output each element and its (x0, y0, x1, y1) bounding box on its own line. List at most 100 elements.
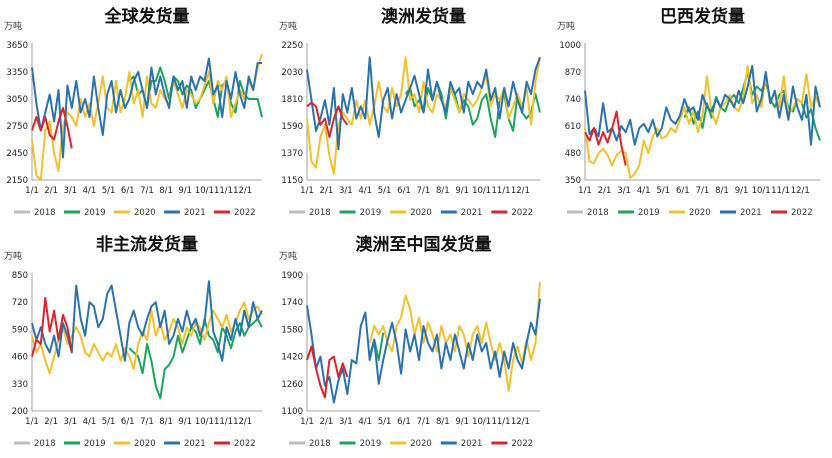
y-tick-label: 1100 (281, 407, 303, 417)
legend-label-2020: 2020 (134, 439, 156, 449)
x-tick-label: 9/1 (178, 417, 192, 427)
legend-label-2018: 2018 (34, 208, 56, 218)
y-tick-label: 740 (565, 95, 581, 105)
legend-label-2021: 2021 (184, 439, 206, 449)
x-tick-label: 2/1 (44, 417, 58, 427)
y-tick-label: 1590 (281, 122, 303, 132)
y-tick-label: 480 (565, 149, 581, 159)
x-tick-label: 9/1 (735, 186, 749, 196)
y-tick-label: 720 (12, 298, 28, 308)
series-line-2020 (31, 53, 263, 181)
x-tick-label: 8/1 (436, 186, 450, 196)
series-line-2020 (584, 64, 821, 179)
x-tick-label: 12/1 (233, 417, 252, 427)
x-tick-label: 6/1 (397, 417, 411, 427)
legend-label-2019: 2019 (360, 208, 382, 218)
legend-label-2022: 2022 (511, 208, 533, 218)
legend-label-2021: 2021 (740, 208, 762, 218)
y-unit-label: 万吨 (557, 20, 575, 32)
legend-label-2020: 2020 (410, 439, 432, 449)
series-line-2021 (306, 298, 541, 404)
x-tick-label: 3/1 (617, 186, 631, 196)
y-tick-label: 590 (12, 325, 28, 335)
legend-label-2019: 2019 (84, 208, 106, 218)
legend-label-2020: 2020 (134, 208, 156, 218)
series-line-2022 (31, 107, 73, 149)
x-tick-label: 5/1 (378, 186, 392, 196)
x-tick-label: 3/1 (339, 417, 353, 427)
x-tick-label: 7/1 (696, 186, 710, 196)
y-tick-label: 1000 (559, 41, 581, 51)
y-tick-label: 850 (12, 271, 28, 281)
y-tick-label: 1420 (281, 353, 303, 363)
x-tick-label: 6/1 (397, 186, 411, 196)
series-line-2021 (31, 57, 262, 159)
x-tick-label: 11/1 (771, 186, 790, 196)
series-line-2020 (306, 56, 541, 175)
chart-title: 全球发货量 (104, 6, 190, 27)
y-unit-label: 万吨 (279, 20, 297, 32)
chart-title: 巴西发货量 (660, 6, 745, 27)
x-tick-label: 8/1 (715, 186, 729, 196)
legend-label-2022: 2022 (791, 208, 813, 218)
legend-label-2018: 2018 (34, 439, 56, 449)
x-tick-label: 10/1 (195, 417, 214, 427)
x-tick-label: 11/1 (491, 186, 510, 196)
x-tick-label: 11/1 (214, 417, 233, 427)
legend-label-2022: 2022 (234, 208, 256, 218)
series-line-2019 (128, 66, 263, 118)
y-tick-label: 1740 (281, 298, 303, 308)
series-line-2019 (683, 71, 821, 141)
x-tick-label: 2/1 (320, 186, 334, 196)
series-line-2022 (584, 110, 627, 166)
legend-label-2020: 2020 (410, 208, 432, 218)
x-tick-label: 3/1 (63, 186, 77, 196)
x-tick-label: 12/1 (791, 186, 810, 196)
legend-label-2022: 2022 (234, 439, 256, 449)
y-tick-label: 200 (12, 407, 28, 417)
legend-label-2021: 2021 (184, 208, 206, 218)
x-tick-label: 12/1 (511, 186, 530, 196)
x-tick-label: 5/1 (102, 186, 116, 196)
y-tick-label: 350 (565, 176, 581, 186)
legend-label-2018: 2018 (309, 208, 331, 218)
y-tick-label: 2030 (281, 68, 303, 78)
y-tick-label: 870 (565, 68, 581, 78)
y-unit-label: 万吨 (279, 250, 297, 262)
x-tick-label: 2/1 (598, 186, 612, 196)
x-tick-label: 10/1 (752, 186, 771, 196)
x-tick-label: 6/1 (121, 186, 135, 196)
legend-label-2019: 2019 (360, 439, 382, 449)
legend-label-2018: 2018 (309, 439, 331, 449)
x-tick-label: 1/1 (25, 186, 39, 196)
chart-title: 澳洲发货量 (381, 6, 466, 27)
x-tick-label: 8/1 (159, 417, 173, 427)
x-tick-label: 1/1 (300, 186, 314, 196)
x-tick-label: 2/1 (44, 186, 58, 196)
x-tick-label: 7/1 (140, 186, 154, 196)
legend-label-2022: 2022 (511, 439, 533, 449)
x-tick-label: 4/1 (358, 417, 372, 427)
legend-label-2019: 2019 (84, 439, 106, 449)
x-tick-label: 6/1 (676, 186, 690, 196)
y-tick-label: 1580 (281, 325, 303, 335)
series-line-2019 (128, 317, 263, 400)
x-tick-label: 8/1 (159, 186, 173, 196)
x-tick-label: 8/1 (436, 417, 450, 427)
y-tick-label: 2150 (6, 176, 28, 186)
x-tick-label: 11/1 (214, 186, 233, 196)
x-tick-label: 5/1 (656, 186, 670, 196)
y-tick-label: 330 (12, 380, 28, 390)
x-tick-label: 3/1 (339, 186, 353, 196)
x-tick-label: 5/1 (378, 417, 392, 427)
legend-label-2018: 2018 (587, 208, 609, 218)
chart-title: 非主流发货量 (96, 234, 198, 255)
x-tick-label: 11/1 (491, 417, 510, 427)
x-tick-label: 12/1 (233, 186, 252, 196)
legend-label-2021: 2021 (461, 439, 483, 449)
x-tick-label: 1/1 (578, 186, 592, 196)
